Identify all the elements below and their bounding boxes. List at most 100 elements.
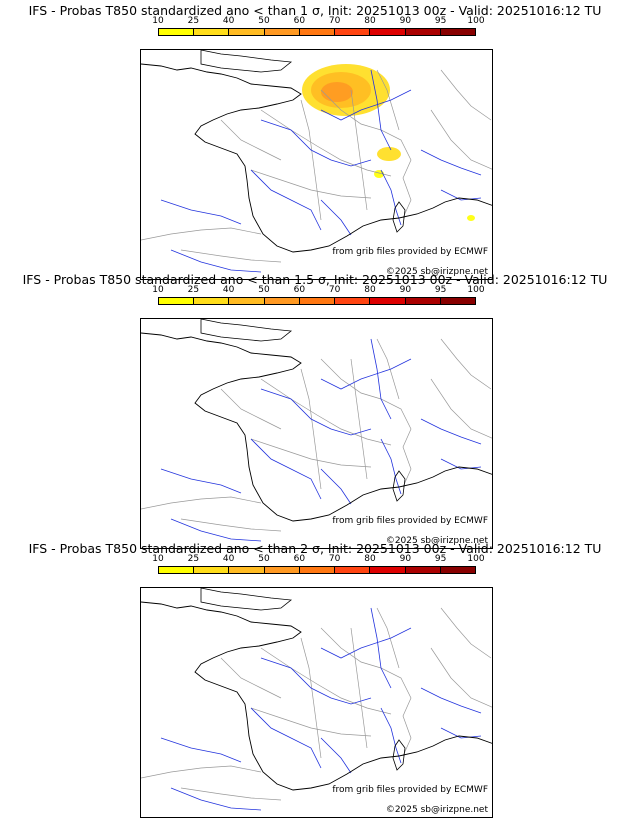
credit-copyright: ©2025 sb@irizpne.net: [385, 267, 488, 277]
admin-border: [250, 438, 372, 468]
coastline-corsica: [392, 470, 406, 502]
admin-border: [376, 338, 400, 400]
colorbar-ticks: 10 25 40 50 60 70 80 90 95 100: [152, 554, 484, 566]
coastline: [141, 601, 492, 791]
coastline-corsica: [392, 739, 406, 771]
coastline-england: [200, 50, 293, 73]
river: [260, 119, 372, 167]
colorbar-tick-label: 95: [434, 554, 447, 564]
colorbar-tick-label: 80: [364, 285, 376, 295]
probability-area: [321, 82, 353, 102]
admin-border: [430, 109, 492, 170]
river: [440, 727, 482, 739]
colorbar-segment: [194, 29, 230, 35]
admin-border: [220, 657, 282, 699]
probability-area: [467, 215, 475, 221]
colorbar-segment: [194, 567, 230, 573]
colorbar-tick-label: 100: [467, 554, 485, 564]
river: [420, 687, 482, 714]
river: [160, 737, 242, 763]
colorbar-segment: [229, 29, 265, 35]
credit-source: from grib files provided by ECMWF: [332, 247, 488, 257]
map-frame: from grib files provided by ECMWF ©2025 …: [140, 318, 493, 549]
admin-border: [300, 368, 322, 490]
river: [380, 438, 402, 495]
colorbar-tick-label: 10: [152, 285, 164, 295]
colorbar-tick-label: 50: [258, 554, 270, 564]
colorbar-tick-label: 25: [187, 554, 200, 564]
admin-border: [320, 358, 412, 488]
colorbar-segment: [264, 29, 300, 35]
probability-area: [374, 170, 384, 178]
river: [320, 358, 412, 390]
map-panel-2: IFS - Probas T850 standardized ano < tha…: [0, 272, 630, 549]
colorbar-tick-label: 25: [187, 285, 200, 295]
colorbar-tick-label: 80: [364, 16, 376, 26]
river: [250, 438, 322, 500]
admin-border: [220, 388, 282, 430]
river: [250, 169, 322, 231]
colorbar: [158, 297, 476, 305]
admin-border: [260, 109, 392, 177]
colorbar-tick-label: 100: [467, 285, 485, 295]
colorbar-tick-label: 10: [152, 554, 164, 564]
colorbar-ticks: 10 25 40 50 60 70 80 90 95 100: [152, 16, 484, 28]
colorbar-segment: [335, 298, 371, 304]
river: [170, 787, 262, 811]
colorbar-segment: [299, 567, 336, 573]
river: [320, 89, 412, 121]
colorbar-segment: [405, 567, 441, 573]
colorbar-tick-label: 60: [293, 554, 306, 564]
colorbar-tick-label: 25: [187, 16, 200, 26]
admin-border: [440, 607, 492, 659]
admin-border: [141, 496, 262, 510]
colorbar-tick-label: 95: [434, 285, 447, 295]
colorbar-tick-label: 40: [222, 554, 235, 564]
colorbar-segment: [335, 567, 371, 573]
colorbar-tick-label: 95: [434, 16, 447, 26]
credit-copyright: ©2025 sb@irizpne.net: [385, 536, 488, 546]
colorbar-segment: [335, 29, 371, 35]
admin-border: [320, 89, 412, 219]
colorbar-tick-label: 50: [258, 16, 270, 26]
admin-border: [350, 358, 368, 480]
river: [320, 627, 412, 659]
river: [250, 707, 322, 769]
colorbar-tick-label: 100: [467, 16, 485, 26]
colorbar-segment: [440, 29, 475, 35]
colorbar-segment: [299, 29, 336, 35]
credit-source: from grib files provided by ECMWF: [332, 785, 488, 795]
admin-border: [180, 249, 282, 263]
colorbar-tick-label: 90: [399, 554, 412, 564]
colorbar-segment: [229, 298, 265, 304]
admin-border: [300, 637, 322, 759]
admin-border: [180, 518, 282, 532]
admin-border: [250, 169, 372, 199]
panel-title: IFS - Probas T850 standardized ano < tha…: [28, 541, 602, 556]
coastline-england: [200, 588, 293, 611]
colorbar-segment: [159, 298, 195, 304]
river: [380, 169, 402, 226]
admin-border: [180, 787, 282, 801]
panel-title: IFS - Probas T850 standardized ano < tha…: [28, 3, 602, 18]
map-frame: from grib files provided by ECMWF ©2025 …: [140, 49, 493, 280]
river: [260, 388, 372, 436]
colorbar-segment: [405, 29, 441, 35]
colorbar-segment: [264, 298, 300, 304]
probability-area: [377, 147, 401, 161]
colorbar-tick-label: 80: [364, 554, 376, 564]
admin-border: [440, 338, 492, 390]
panel-title: IFS - Probas T850 standardized ano < tha…: [22, 272, 608, 287]
colorbar-segment: [440, 298, 475, 304]
map-panel-3: IFS - Probas T850 standardized ano < tha…: [0, 541, 630, 818]
map-panel-1: IFS - Probas T850 standardized ano < tha…: [0, 3, 630, 280]
river: [160, 468, 242, 494]
colorbar-segment: [370, 298, 406, 304]
coastline: [141, 63, 492, 253]
admin-border: [376, 607, 400, 669]
river: [440, 458, 482, 470]
colorbar-tick-label: 90: [399, 285, 412, 295]
admin-border: [350, 627, 368, 749]
river: [320, 199, 352, 236]
colorbar-segment: [405, 298, 441, 304]
